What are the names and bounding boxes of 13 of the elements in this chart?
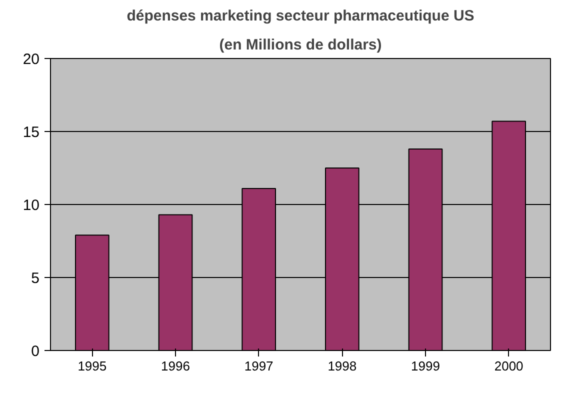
x-tick-label: 2000: [494, 358, 524, 374]
y-tick-label: 20: [22, 51, 40, 68]
y-tick-label: 10: [22, 197, 40, 214]
x-tick-label: 1999: [411, 358, 440, 374]
x-tick-label: 1997: [244, 358, 274, 374]
chart-title: dépenses marketing secteur pharmaceutique US: [126, 8, 474, 24]
y-tick-label: 5: [31, 270, 40, 287]
y-tick-label: 0: [31, 343, 40, 360]
y-tick-label: 15: [22, 124, 40, 141]
x-tick-label: 1996: [161, 358, 190, 374]
x-tick-label: 1995: [78, 358, 107, 374]
chart-subtitle: (en Millions de dollars): [219, 36, 382, 54]
x-tick-label: 1998: [328, 358, 357, 374]
